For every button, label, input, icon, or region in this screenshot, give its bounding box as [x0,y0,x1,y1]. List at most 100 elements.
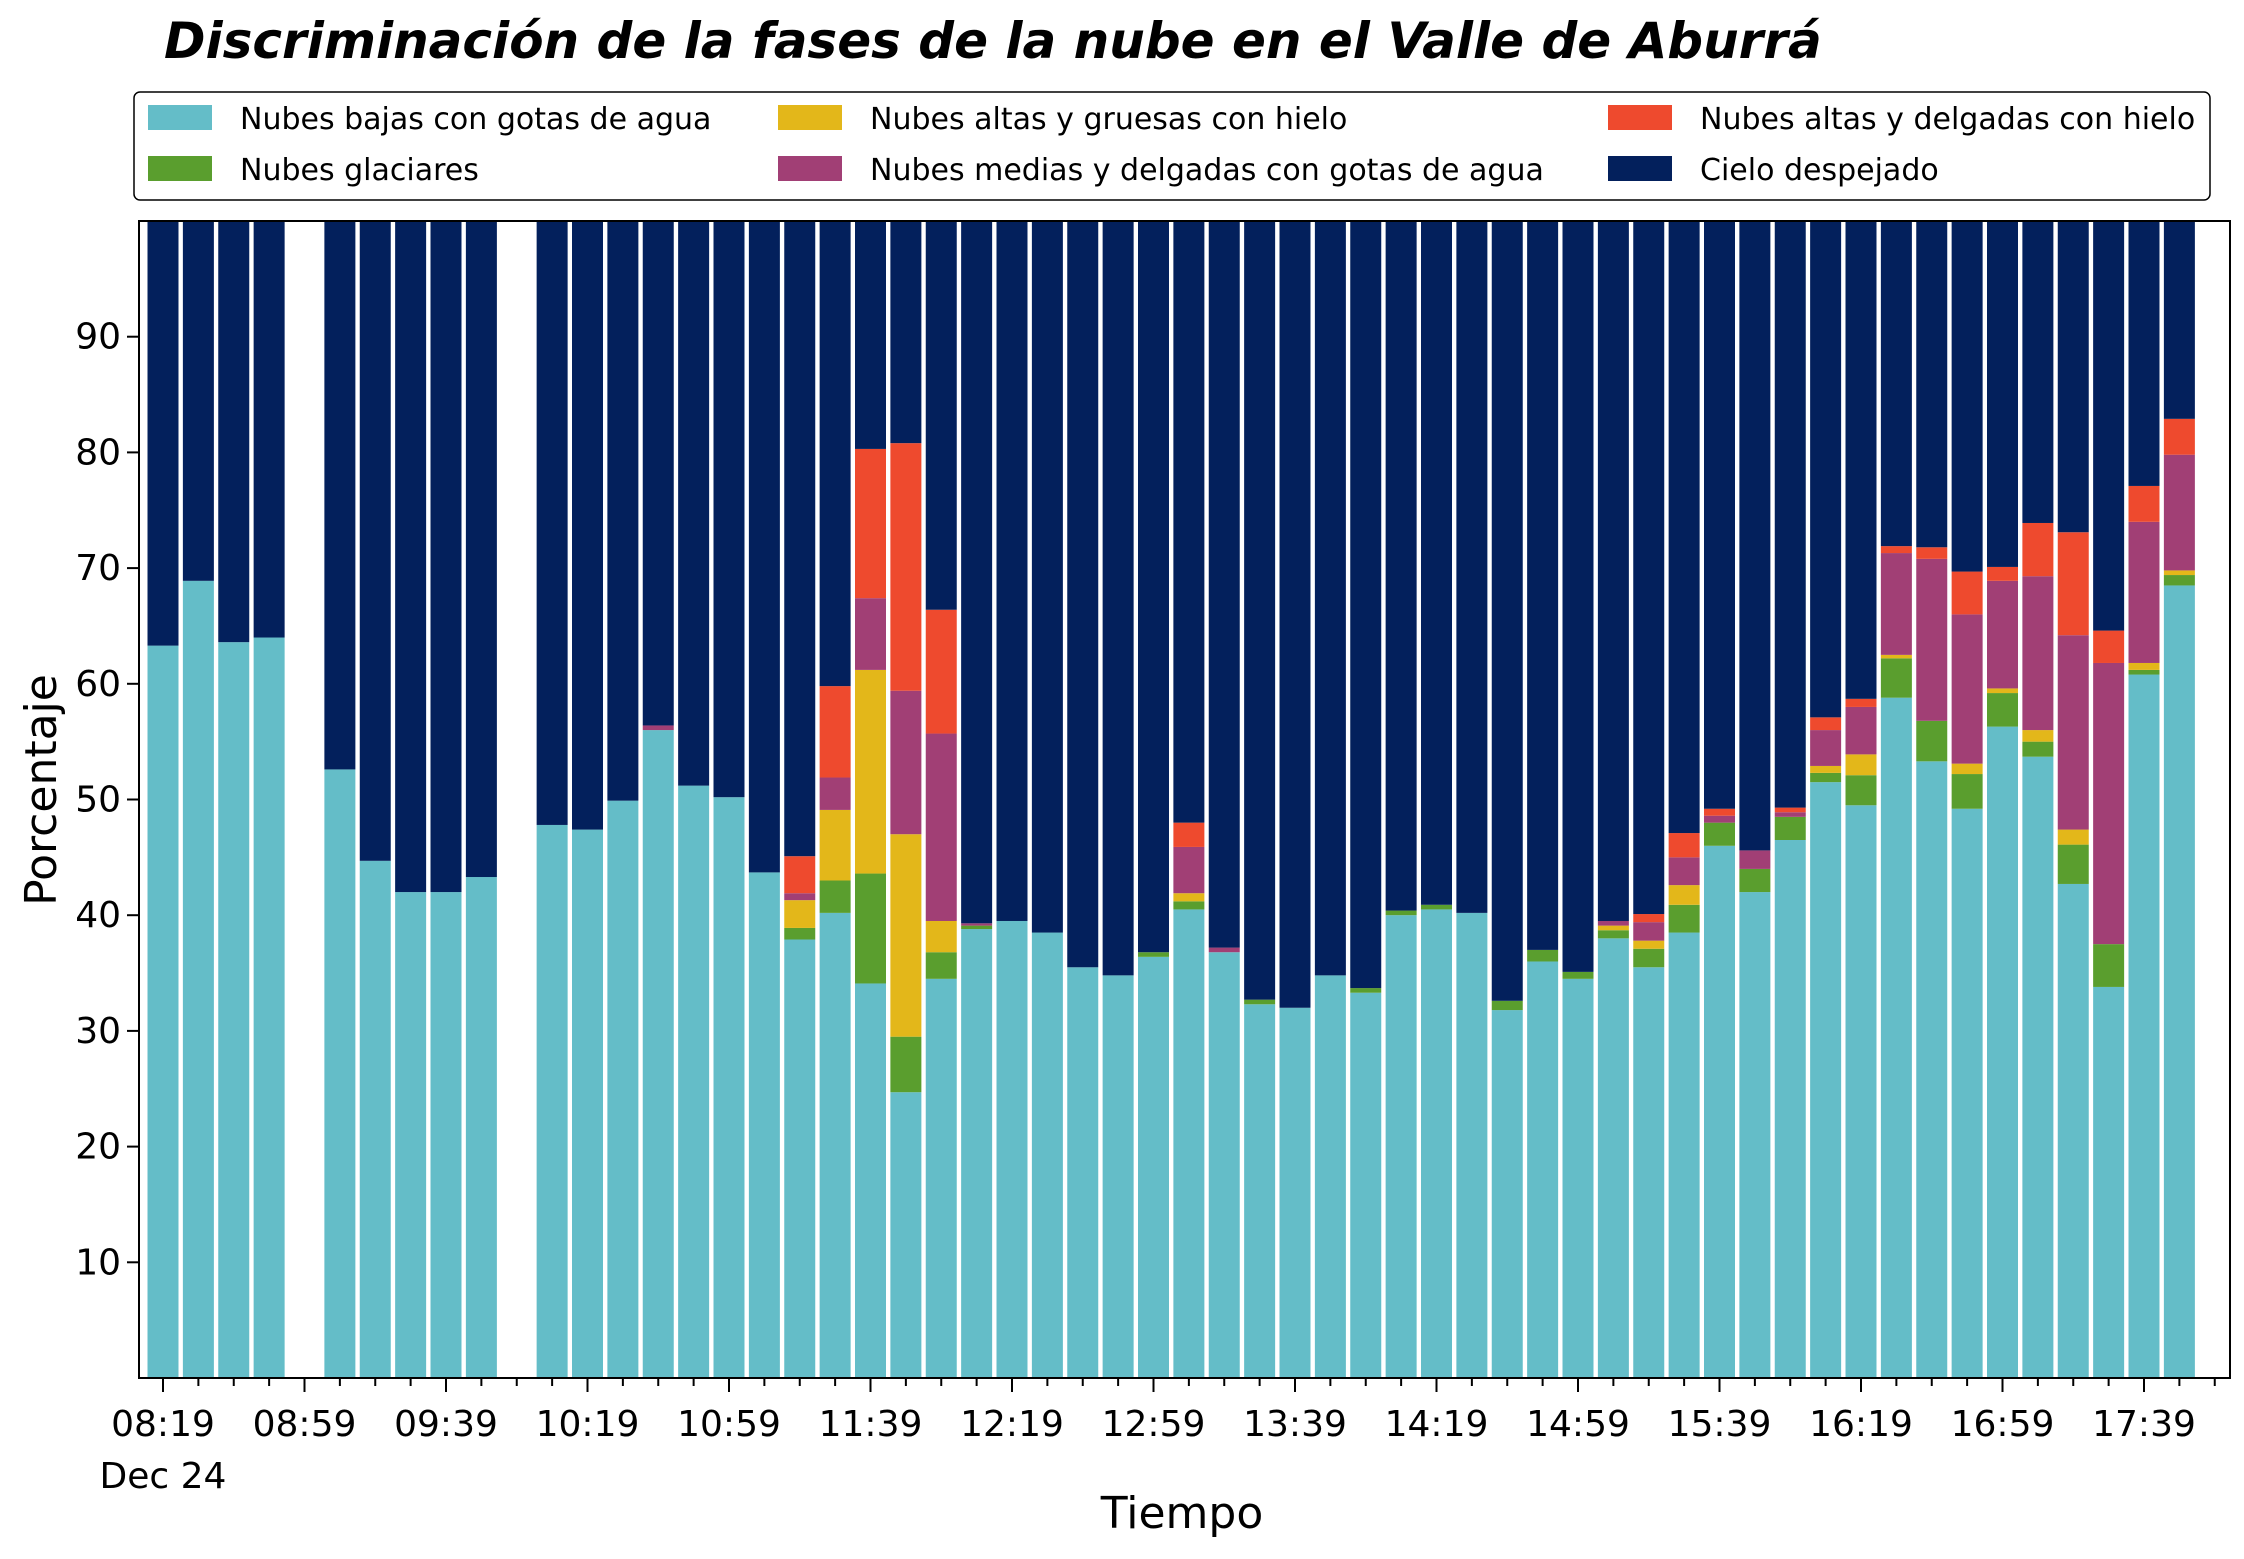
bar-segment [1739,850,1771,869]
bar-segment [784,900,816,928]
bar-segment [1845,706,1877,755]
bar-segment [1102,975,1134,1378]
bar-segment [1880,697,1912,1378]
bar-segment [182,580,214,1378]
bar-segment [1102,221,1134,976]
bar-segment [1562,978,1594,1378]
bar-segment [925,952,957,979]
bar-segment [855,221,886,449]
bar-segment [890,1036,922,1093]
bar-segment [784,221,816,857]
bar-segment [784,939,816,1378]
bar-segment [2163,221,2195,419]
y-tick-label: 50 [75,780,121,821]
legend-swatch [778,105,842,130]
bar-segment [678,221,710,786]
x-tick-sublabel: Dec 24 [100,1456,227,1497]
bar-segment [1951,614,1983,764]
bar-segment [1456,221,1488,913]
bar-segment [2128,221,2160,486]
y-tick-label: 30 [75,1011,121,1052]
bar-segment [182,221,214,581]
legend-swatch [1608,156,1672,181]
bar-segment [218,642,250,1378]
bar-segment [1668,932,1700,1378]
x-axis-title: Tiempo [1100,1488,1264,1539]
bar-segment [855,669,886,874]
bar-segment [1704,808,1735,816]
bar-segment [2128,485,2160,522]
x-tick-label: 13:39 [1243,1404,1347,1445]
legend-label: Nubes altas y delgadas con hielo [1700,102,2195,137]
bar-segment [819,880,851,913]
bar-segment [2163,575,2195,586]
bar-segment [1527,221,1559,950]
bar-segment [1704,845,1735,1378]
bar-segment [1951,763,1983,775]
x-tick-label: 08:59 [253,1404,357,1445]
bar-segment [1562,221,1594,972]
bar-segment [642,725,674,731]
bar-segment [1987,580,2018,689]
bar-segment [1633,914,1665,923]
bar-segment [678,785,710,1378]
x-tick-label: 11:39 [819,1404,923,1445]
x-tick-label: 17:39 [2092,1404,2196,1445]
bar-segment [1633,221,1665,915]
bar-segment [1668,885,1700,905]
y-tick-label: 90 [75,317,121,358]
legend-label: Nubes glaciares [240,153,479,188]
bar-segment [1668,857,1700,886]
bar-segment [1173,901,1205,910]
bar-segment [890,443,922,691]
bar-segment [465,877,497,1378]
bar-segment [1385,221,1417,911]
bar-segment [1067,221,1099,968]
bar-segment [855,873,886,984]
bar-segment [890,690,922,835]
bars [147,221,2195,1378]
bar-segment [2057,883,2089,1378]
bar-segment [961,929,993,1378]
legend-label: Nubes bajas con gotas de agua [240,102,711,137]
bar-segment [748,221,780,873]
y-tick-label: 10 [75,1242,121,1283]
x-axis: 08:19 08:59 09:39 10:19 10:59 11:39 12:19 12:59… [100,1378,2216,1497]
bar-segment [1916,558,1948,721]
bar-segment [2022,522,2054,577]
bar-segment [1138,221,1169,953]
bar-segment [1350,988,1382,993]
bar-segment [1633,922,1665,941]
bar-segment [748,872,780,1378]
bar-segment [1704,822,1735,846]
bar-segment [1845,221,1877,699]
bar-segment [1951,221,1983,572]
bar-segment [253,221,285,638]
bar-segment [1244,1004,1276,1378]
bar-segment [1633,948,1665,968]
bar-segment [2128,662,2160,670]
bar-segment [1739,868,1771,893]
plot-area: 10 20 30 40 50 60 70 80 90 08:19 08:59 09:39 10:19 1… [75,220,2231,1497]
bar-segment [2093,986,2125,1378]
bar-segment [1987,566,2018,581]
bar-segment [1421,909,1452,1378]
bar-segment [1845,698,1877,707]
bar-segment [855,983,886,1378]
bar-segment [819,912,851,1378]
bar-segment [2163,585,2195,1378]
bar-segment [642,730,674,1378]
x-tick-label: 14:19 [1385,1404,1489,1445]
bar-segment [1880,658,1912,698]
bar-segment [2163,570,2195,576]
bar-segment [1208,952,1240,1378]
bar-segment [2057,532,2089,636]
bar-segment [1491,221,1523,1001]
bar-segment [925,920,957,953]
bar-segment [1739,221,1771,851]
bar-segment [925,609,957,734]
x-tick-label: 16:19 [1809,1404,1913,1445]
bar-segment [1987,726,2018,1378]
legend-swatch [1608,105,1672,130]
bar-segment [1421,221,1452,905]
